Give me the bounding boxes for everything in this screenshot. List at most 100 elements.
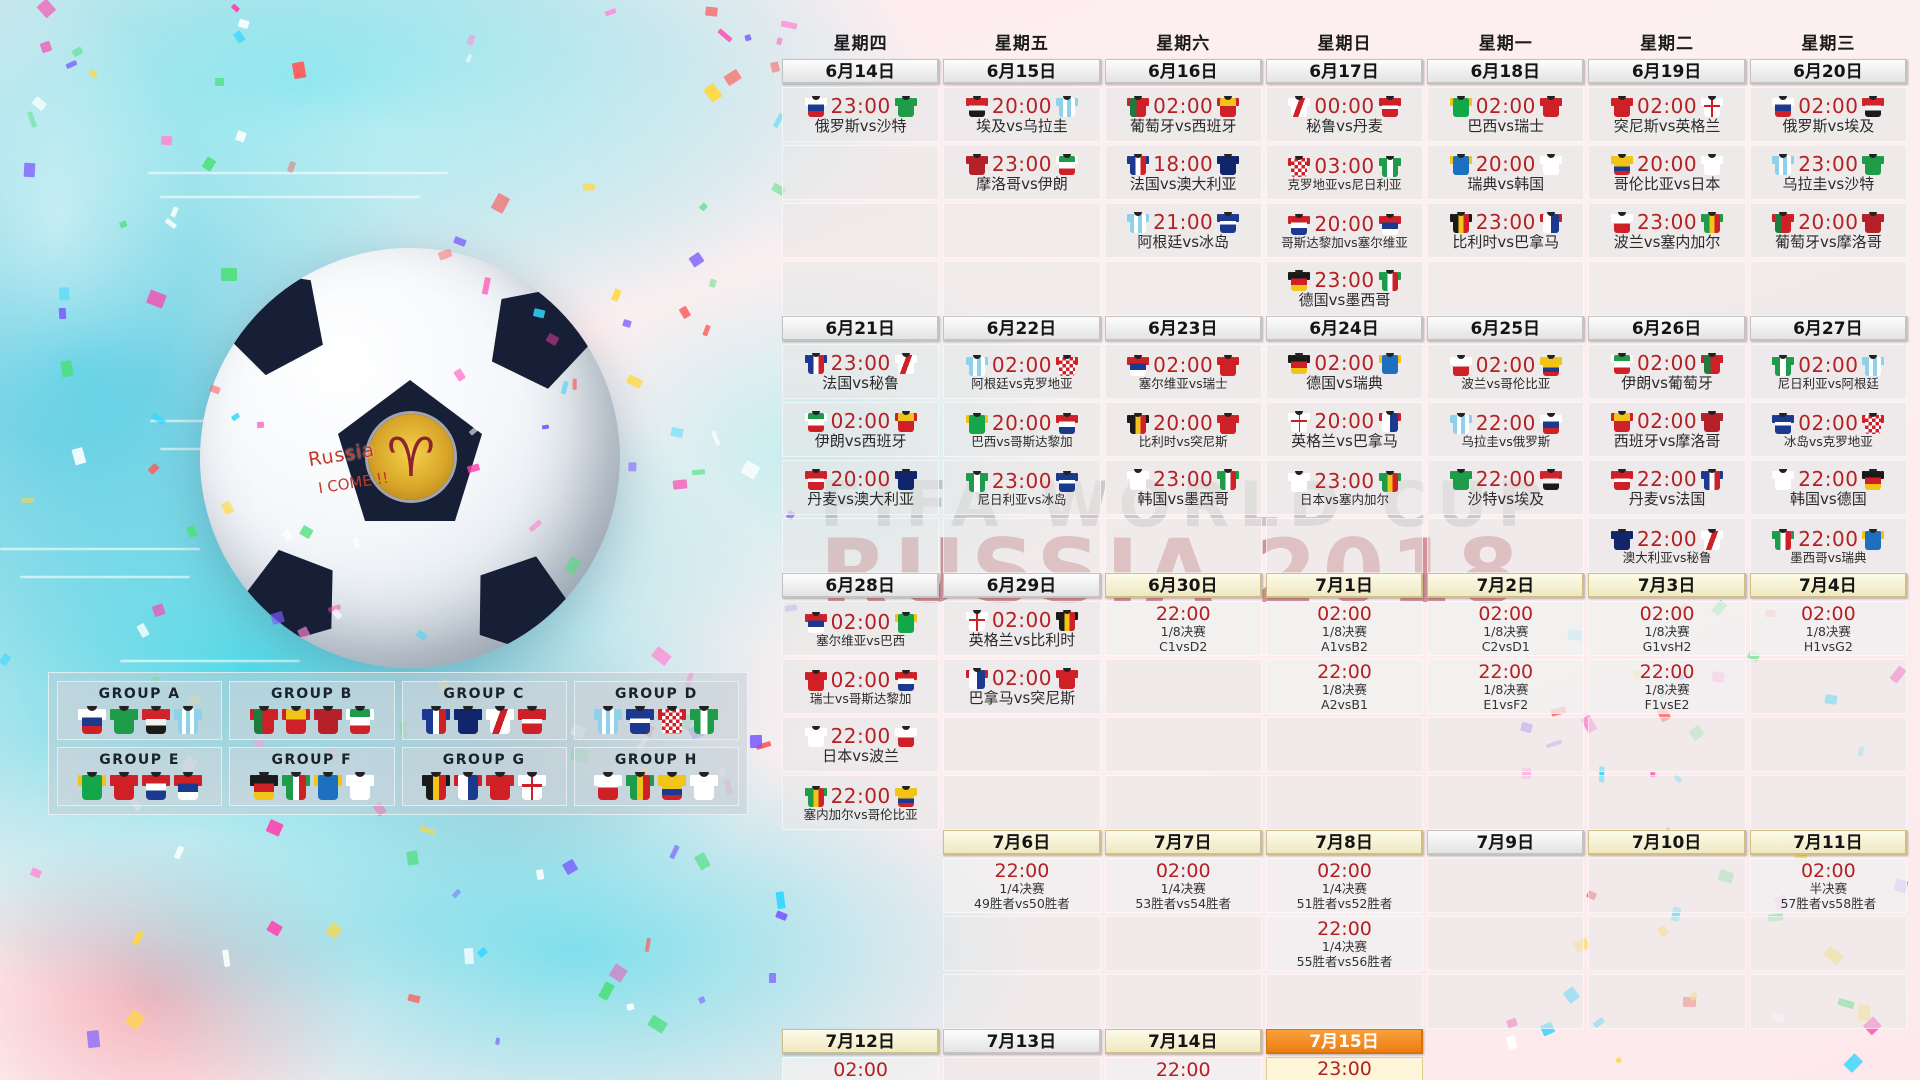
- group-box[interactable]: GROUP H: [573, 747, 739, 806]
- date-chip[interactable]: 7月7日: [1104, 830, 1262, 855]
- match-cell[interactable]: 23:00 乌拉圭vs沙特: [1749, 145, 1907, 200]
- knockout-match-cell[interactable]: 02:00 1/8决赛 H1vsG2: [1749, 601, 1907, 656]
- date-chip[interactable]: 7月1日: [1265, 573, 1424, 598]
- match-cell[interactable]: 02:00 俄罗斯vs埃及: [1749, 87, 1907, 142]
- date-chip[interactable]: 6月15日: [943, 59, 1101, 84]
- match-cell[interactable]: 02:00 德国vs瑞典: [1265, 344, 1424, 399]
- date-chip[interactable]: 6月17日: [1265, 59, 1424, 84]
- knockout-match-cell[interactable]: 22:00 1/4决赛 55胜者vs56胜者: [1265, 916, 1424, 971]
- date-chip[interactable]: 7月9日: [1427, 830, 1585, 855]
- knockout-match-cell[interactable]: 02:00 1/8决赛 A1vsB2: [1265, 601, 1424, 656]
- group-box[interactable]: GROUP B: [229, 681, 395, 740]
- date-chip[interactable]: 7月12日: [782, 1029, 940, 1054]
- date-chip[interactable]: 6月23日: [1104, 316, 1262, 341]
- match-cell[interactable]: 02:00 波兰vs哥伦比亚: [1427, 344, 1585, 399]
- date-chip[interactable]: 7月11日: [1749, 830, 1907, 855]
- date-chip[interactable]: 7月4日: [1749, 573, 1907, 598]
- date-chip[interactable]: 7月3日: [1588, 573, 1746, 598]
- date-chip[interactable]: 6月27日: [1749, 316, 1907, 341]
- date-chip[interactable]: 7月14日: [1104, 1029, 1262, 1054]
- group-box[interactable]: GROUP E: [57, 747, 223, 806]
- match-cell[interactable]: 23:00 日本vs塞内加尔: [1265, 460, 1424, 515]
- match-cell[interactable]: 23:00 韩国vs墨西哥: [1104, 460, 1262, 515]
- match-cell[interactable]: 22:00 韩国vs德国: [1749, 460, 1907, 515]
- match-cell[interactable]: 02:00 葡萄牙vs西班牙: [1104, 87, 1262, 142]
- date-chip[interactable]: 6月24日: [1265, 316, 1424, 341]
- match-cell[interactable]: 20:00 英格兰vs巴拿马: [1265, 402, 1424, 457]
- date-chip[interactable]: 7月2日: [1427, 573, 1585, 598]
- date-chip[interactable]: 6月30日: [1104, 573, 1262, 598]
- match-cell[interactable]: 02:00 巴拿马vs突尼斯: [943, 659, 1101, 714]
- knockout-match-cell[interactable]: 22:00 1/8决赛 E1vsF2: [1427, 659, 1585, 714]
- group-box[interactable]: GROUP F: [229, 747, 395, 806]
- match-cell[interactable]: 20:00 巴西vs哥斯达黎加: [943, 402, 1101, 457]
- knockout-match-cell[interactable]: 22:00 1/8决赛 F1vsE2: [1588, 659, 1746, 714]
- date-chip[interactable]: 6月22日: [943, 316, 1101, 341]
- match-cell[interactable]: 22:00 塞内加尔vs哥伦比亚: [782, 775, 940, 830]
- match-cell[interactable]: 23:00 德国vs墨西哥: [1265, 261, 1424, 316]
- knockout-match-cell[interactable]: 22:00 1/4决赛 49胜者vs50胜者: [943, 858, 1101, 913]
- match-cell[interactable]: 20:00 哥伦比亚vs日本: [1588, 145, 1746, 200]
- match-cell[interactable]: 20:00 丹麦vs澳大利亚: [782, 460, 940, 515]
- date-chip[interactable]: 6月16日: [1104, 59, 1262, 84]
- match-cell[interactable]: 02:00 尼日利亚vs阿根廷: [1749, 344, 1907, 399]
- match-cell[interactable]: 23:00 尼日利亚vs冰岛: [943, 460, 1101, 515]
- match-cell[interactable]: 22:00 丹麦vs法国: [1588, 460, 1746, 515]
- date-chip[interactable]: 6月28日: [782, 573, 940, 598]
- date-chip[interactable]: 7月15日: [1265, 1029, 1424, 1054]
- match-cell[interactable]: 22:00 墨西哥vs瑞典: [1749, 518, 1907, 573]
- date-chip[interactable]: 7月6日: [943, 830, 1101, 855]
- match-cell[interactable]: 02:00 伊朗vs葡萄牙: [1588, 344, 1746, 399]
- match-cell[interactable]: 23:00 法国vs秘鲁: [782, 344, 940, 399]
- date-chip[interactable]: 6月26日: [1588, 316, 1746, 341]
- match-cell[interactable]: 00:00 秘鲁vs丹麦: [1265, 87, 1424, 142]
- match-cell[interactable]: 22:00 沙特vs埃及: [1427, 460, 1585, 515]
- date-chip[interactable]: 7月8日: [1265, 830, 1424, 855]
- match-cell[interactable]: 02:00 冰岛vs克罗地亚: [1749, 402, 1907, 457]
- match-cell[interactable]: 02:00 巴西vs瑞士: [1427, 87, 1585, 142]
- match-cell[interactable]: 02:00 英格兰vs比利时: [943, 601, 1101, 656]
- knockout-match-cell[interactable]: 02:00 1/4决赛 53胜者vs54胜者: [1104, 858, 1262, 913]
- date-chip[interactable]: 7月13日: [943, 1029, 1101, 1054]
- match-cell[interactable]: 02:00 塞尔维亚vs瑞士: [1104, 344, 1262, 399]
- date-chip[interactable]: 6月25日: [1427, 316, 1585, 341]
- date-chip[interactable]: 6月14日: [782, 59, 940, 84]
- date-chip[interactable]: 6月21日: [782, 316, 940, 341]
- knockout-match-cell[interactable]: 02:00 1/4决赛 51胜者vs52胜者: [1265, 858, 1424, 913]
- knockout-match-cell[interactable]: 02:00 1/8决赛 G1vsH2: [1588, 601, 1746, 656]
- match-cell[interactable]: 02:00 瑞士vs哥斯达黎加: [782, 659, 940, 714]
- knockout-match-cell[interactable]: 22:00 1/8决赛 A2vsB1: [1265, 659, 1424, 714]
- match-cell[interactable]: 23:00 比利时vs巴拿马: [1427, 203, 1585, 258]
- match-cell[interactable]: 23:00 波兰vs塞内加尔: [1588, 203, 1746, 258]
- date-chip[interactable]: 7月10日: [1588, 830, 1746, 855]
- group-box[interactable]: GROUP D: [573, 681, 739, 740]
- match-cell[interactable]: 02:00 阿根廷vs克罗地亚: [943, 344, 1101, 399]
- match-cell[interactable]: 02:00 塞尔维亚vs巴西: [782, 601, 940, 656]
- group-box[interactable]: GROUP A: [57, 681, 223, 740]
- knockout-match-cell[interactable]: 02:00半决赛59胜者vs60胜者: [782, 1057, 940, 1080]
- knockout-match-cell[interactable]: 02:00 1/8决赛 C2vsD1: [1427, 601, 1585, 656]
- match-cell[interactable]: 23:00 俄罗斯vs沙特: [782, 87, 940, 142]
- match-cell[interactable]: 21:00 阿根廷vs冰岛: [1104, 203, 1262, 258]
- date-chip[interactable]: 6月18日: [1427, 59, 1585, 84]
- match-cell[interactable]: 18:00 法国vs澳大利亚: [1104, 145, 1262, 200]
- date-chip[interactable]: 6月20日: [1749, 59, 1907, 84]
- final-match-cell[interactable]: 23:00决赛: [1265, 1057, 1424, 1080]
- match-cell[interactable]: 22:00 澳大利亚vs秘鲁: [1588, 518, 1746, 573]
- match-cell[interactable]: 02:00 突尼斯vs英格兰: [1588, 87, 1746, 142]
- match-cell[interactable]: 02:00 西班牙vs摩洛哥: [1588, 402, 1746, 457]
- match-cell[interactable]: 20:00 埃及vs乌拉圭: [943, 87, 1101, 142]
- match-cell[interactable]: 02:00 伊朗vs西班牙: [782, 402, 940, 457]
- match-cell[interactable]: 20:00 葡萄牙vs摩洛哥: [1749, 203, 1907, 258]
- match-cell[interactable]: 23:00 摩洛哥vs伊朗: [943, 145, 1101, 200]
- knockout-match-cell[interactable]: 22:00 1/8决赛 C1vsD2: [1104, 601, 1262, 656]
- knockout-match-cell[interactable]: 22:00三四名决赛61负者vs62负者: [1104, 1057, 1262, 1080]
- group-box[interactable]: GROUP G: [401, 747, 567, 806]
- match-cell[interactable]: 20:00 瑞典vs韩国: [1427, 145, 1585, 200]
- match-cell[interactable]: 20:00 比利时vs突尼斯: [1104, 402, 1262, 457]
- match-cell[interactable]: 22:00 日本vs波兰: [782, 717, 940, 772]
- date-chip[interactable]: 6月29日: [943, 573, 1101, 598]
- date-chip[interactable]: 6月19日: [1588, 59, 1746, 84]
- match-cell[interactable]: 20:00 哥斯达黎加vs塞尔维亚: [1265, 203, 1424, 258]
- group-box[interactable]: GROUP C: [401, 681, 567, 740]
